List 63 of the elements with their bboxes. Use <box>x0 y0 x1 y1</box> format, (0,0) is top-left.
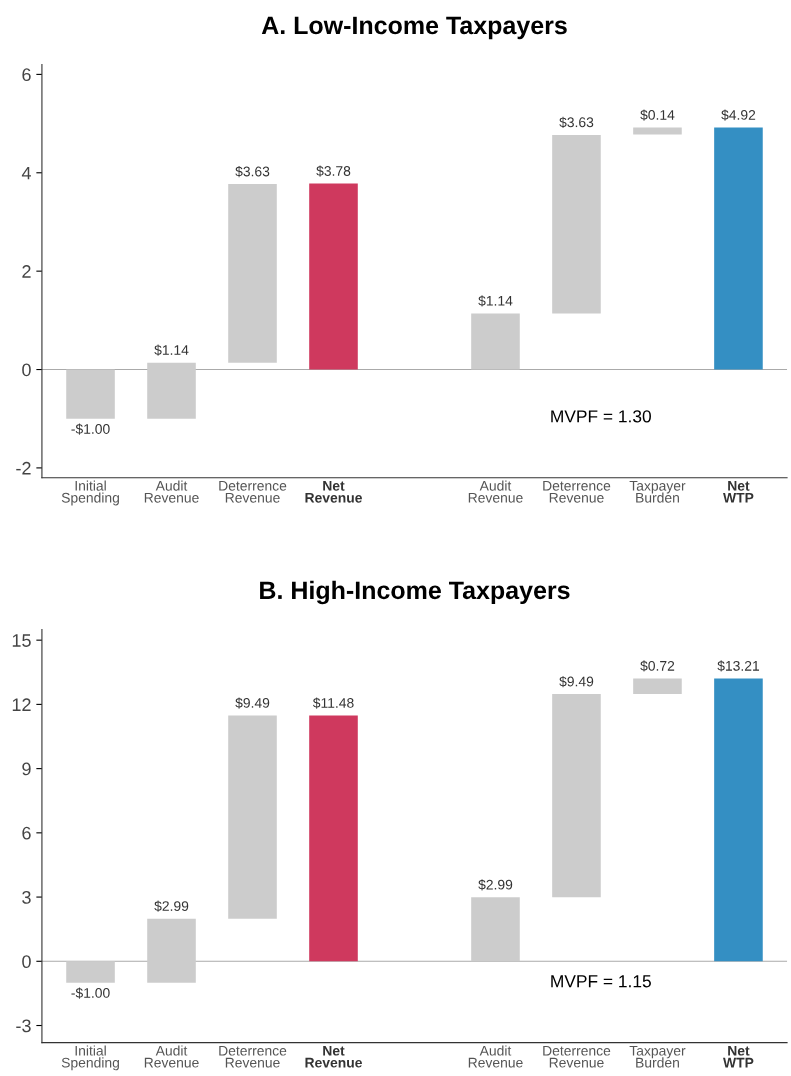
x-tick-label: Initial Spending <box>61 1045 119 1071</box>
data-label: $4.92 <box>721 109 756 121</box>
data-label: $2.99 <box>478 879 513 891</box>
x-tick-label: Deterrence Revenue <box>543 481 611 503</box>
y-tick-label: 2 <box>22 265 31 278</box>
data-label: $1.14 <box>478 295 513 307</box>
y-tick-label: -2 <box>16 461 31 475</box>
data-label: $3.63 <box>235 165 270 178</box>
data-label: $11.48 <box>312 697 354 709</box>
x-tick-label: Taxpayer Burden <box>629 481 686 503</box>
bar <box>633 678 682 694</box>
bar <box>147 362 196 419</box>
data-label: $13.21 <box>717 660 760 672</box>
x-tick-label: Audit Revenue <box>468 480 523 503</box>
y-tick-label: 0 <box>22 955 31 969</box>
bar <box>714 678 763 962</box>
y-tick-label: 12 <box>12 698 31 711</box>
bar <box>228 184 277 363</box>
y-tick-label: 6 <box>22 826 31 840</box>
y-tick-label: 4 <box>21 166 31 180</box>
x-tick-label: Net WTP <box>723 481 754 503</box>
y-tick-label: 9 <box>22 762 31 776</box>
bar <box>147 918 196 983</box>
x-tick-label: Net Revenue <box>305 1045 362 1068</box>
chart-title: B. High-Income Taxpayers <box>260 580 570 605</box>
y-tick-label: 15 <box>12 634 31 647</box>
x-tick-label: Net Revenue <box>305 481 362 503</box>
data-label: $3.63 <box>559 116 594 129</box>
bar <box>471 313 520 370</box>
x-tick-label: Deterrence Revenue <box>219 481 287 503</box>
x-tick-label: Audit Revenue <box>144 480 199 503</box>
y-tick-label: 6 <box>22 68 31 82</box>
data-label: $0.72 <box>640 660 675 672</box>
x-tick-label: Deterrence Revenue <box>543 1045 611 1068</box>
x-tick-label: Initial Spending <box>61 480 119 506</box>
data-label: -$1.00 <box>71 423 110 435</box>
data-label: $3.78 <box>316 165 351 177</box>
data-label: $0.14 <box>640 109 675 121</box>
bar <box>552 694 601 898</box>
x-tick-label: Audit Revenue <box>468 1045 523 1068</box>
chart-title: A. Low-Income Taxpayers <box>261 16 567 40</box>
y-tick-label: 0 <box>22 363 31 377</box>
x-tick-label: Deterrence Revenue <box>219 1045 287 1068</box>
data-label: $1.14 <box>154 344 189 356</box>
bar <box>309 715 358 962</box>
bar <box>471 897 520 962</box>
bar <box>552 134 601 314</box>
bar <box>228 715 277 919</box>
bar <box>66 961 115 983</box>
data-label: $9.49 <box>235 697 270 709</box>
x-tick-label: Audit Revenue <box>144 1045 199 1068</box>
bar <box>309 183 358 370</box>
x-tick-label: Net WTP <box>723 1045 754 1068</box>
annotation: MVPF = 1.30 <box>551 410 651 423</box>
bar <box>66 369 115 419</box>
y-tick-label: 3 <box>22 891 31 904</box>
x-tick-label: Taxpayer Burden <box>629 1045 686 1068</box>
data-label: $2.99 <box>154 900 189 912</box>
data-label: $9.49 <box>559 675 594 688</box>
data-label: -$1.00 <box>71 987 110 999</box>
annotation: MVPF = 1.15 <box>551 975 651 988</box>
bar <box>714 127 763 370</box>
y-tick-label: -3 <box>16 1019 31 1033</box>
